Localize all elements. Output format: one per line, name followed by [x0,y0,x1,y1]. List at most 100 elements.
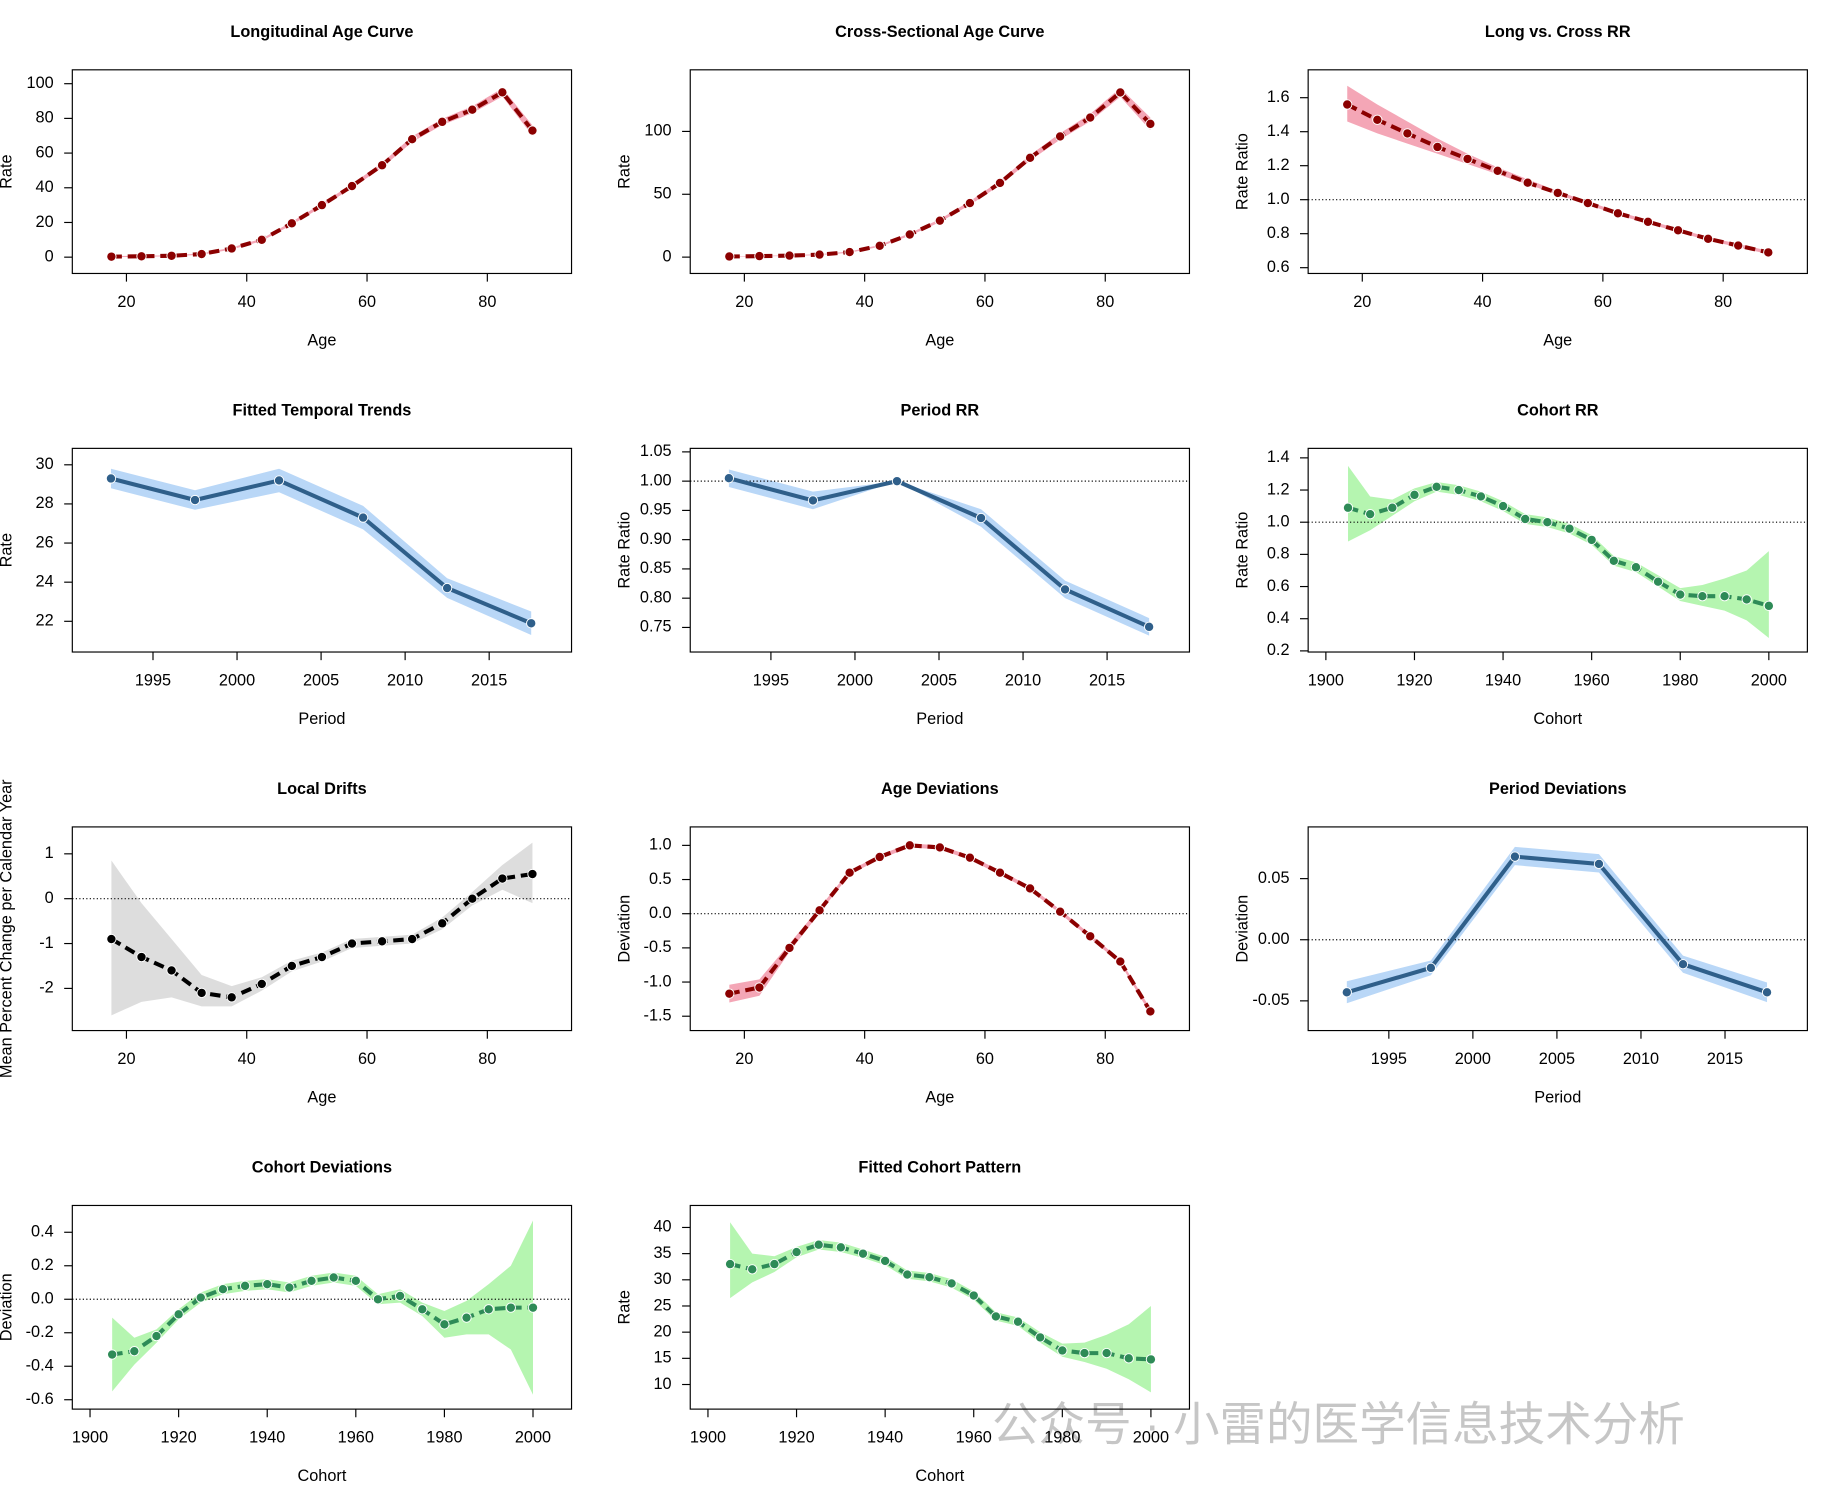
panel: Fitted Temporal Trends Period Rate 1995 2000… [0,401,573,728]
x-tick-label: 2010 [1623,1050,1659,1068]
x-tick-label: 1940 [1485,671,1521,689]
data-point [1492,165,1503,176]
y-tick-label: -0.6 [26,1390,54,1408]
chart-title: Cohort Deviations [252,1159,392,1177]
data-point [316,200,328,211]
chart-title: Fitted Cohort Pattern [858,1159,1021,1177]
y-tick-label: 80 [36,109,54,127]
data-point [724,1258,736,1270]
x-tick-label: 1900 [1308,671,1344,689]
x-tick-label: 20 [117,1050,135,1068]
y-tick-label: 0.05 [1258,869,1290,887]
y-tick-label: 60 [36,143,54,161]
y-tick-label: 0.5 [649,870,672,888]
data-point [1719,591,1730,602]
data-point [844,246,855,258]
y-tick-label: 24 [36,572,54,590]
data-point [844,867,855,878]
panel: Cross-Sectional Age Curve Age Rate 20 40 60 80… [615,23,1191,349]
data-point [723,473,735,484]
data-point [1145,118,1156,129]
y-tick-label: 15 [653,1349,671,1367]
y-tick-label: -2 [39,979,53,997]
data-point [924,1272,935,1283]
data-point [1630,562,1642,573]
data-point [1497,500,1509,512]
data-line [728,476,1150,629]
y-tick-label: 0.4 [1267,609,1290,627]
data-point [136,951,147,963]
data-point [376,936,388,947]
data-point [1372,114,1383,125]
y-tick-label: 0.90 [640,530,672,548]
x-tick-label: 2000 [1133,1429,1169,1447]
data-point [791,1246,802,1258]
panel: Cohort Deviations Cohort Deviation 1900 1920… [0,1159,573,1485]
y-tick-label: -1.5 [644,1007,672,1025]
confidence-band [1346,846,1768,1004]
data-point [284,1282,295,1293]
panel: Cohort RR Cohort Rate Ratio 1900 1920 1940 196… [1233,401,1808,728]
data-point [1677,959,1689,970]
x-tick-label: 80 [1096,1050,1114,1068]
y-axis-label: Rate [0,533,15,567]
y-tick-label: 30 [653,1270,671,1288]
x-axis-label: Age [307,1088,336,1106]
data-point [754,250,765,262]
data-point [417,1304,428,1315]
x-tick-label: 1940 [249,1429,285,1447]
data-point [754,982,765,993]
data-point [1608,555,1619,566]
data-point [1733,240,1744,251]
data-point [1342,99,1353,110]
data-point [407,134,418,145]
x-tick-label: 1920 [1396,671,1432,689]
y-tick-label: 0.8 [1267,224,1290,242]
y-tick-label: -1 [39,934,53,952]
data-point [467,104,478,115]
data-point [273,475,285,486]
data-point [1342,502,1354,513]
y-axis-label: Rate [615,154,633,188]
data-point [376,160,388,171]
x-tick-label: 40 [856,1050,874,1068]
data-point [1652,576,1664,587]
panel: Fitted Cohort Pattern Cohort Rate 1900 1920 1… [615,1159,1191,1485]
x-tick-label: 80 [478,293,496,311]
data-line [110,476,532,626]
plot-frame [689,1204,1191,1410]
data-line [111,89,535,259]
plot-frame [1307,69,1808,275]
y-tick-label: 0.80 [640,588,672,606]
confidence-band [1347,85,1769,255]
data-point [747,1264,758,1275]
data-point [442,582,453,594]
y-tick-label: 100 [27,74,54,92]
y-tick-label: 0 [45,247,54,265]
data-point [1115,87,1126,98]
data-point [1675,589,1686,600]
x-tick-label: 1900 [72,1429,108,1447]
y-tick-label: 1.6 [1267,88,1290,106]
data-point [1697,591,1708,602]
y-axis-label: Rate Ratio [1233,133,1251,210]
y-axis-label: Deviation [1233,895,1251,963]
data-point [964,852,976,863]
y-tick-label: 100 [644,122,671,140]
y-tick-label: -0.2 [26,1323,54,1341]
plot-frame [1307,447,1808,653]
x-tick-label: 1960 [956,1429,992,1447]
data-point [129,1346,140,1357]
x-tick-label: 80 [1714,293,1732,311]
data-point [1509,851,1521,862]
data-point [880,1255,891,1267]
data-point [994,177,1006,189]
data-point [195,1292,206,1303]
x-tick-label: 2005 [303,671,339,689]
confidence-band [730,1222,1151,1393]
y-tick-label: 35 [653,1244,671,1262]
y-tick-label: -0.4 [26,1357,54,1375]
x-tick-label: 20 [735,1050,753,1068]
panel: Period RR Period Rate Ratio 1995 2000 2005 201… [615,401,1191,728]
